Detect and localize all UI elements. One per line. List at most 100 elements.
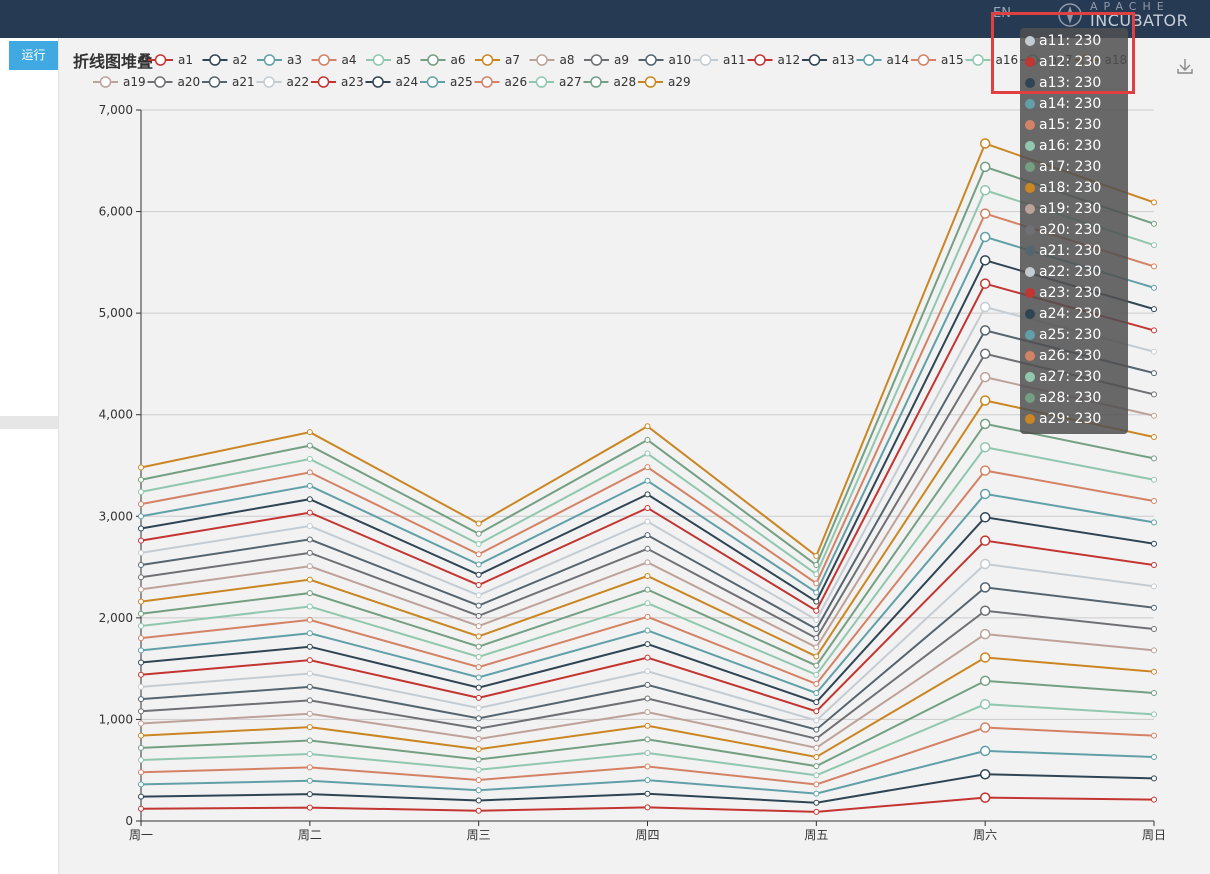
data-point[interactable] [476, 572, 481, 577]
data-point[interactable] [645, 682, 650, 687]
data-point[interactable] [645, 451, 650, 456]
legend-item-a7[interactable]: a7 [475, 53, 520, 67]
data-point[interactable] [307, 537, 312, 542]
data-point[interactable] [1152, 712, 1157, 717]
data-point[interactable] [476, 613, 481, 618]
data-point[interactable] [814, 627, 819, 632]
data-point[interactable] [814, 718, 819, 723]
data-point[interactable] [307, 430, 312, 435]
data-point[interactable] [476, 685, 481, 690]
data-point[interactable] [981, 793, 990, 802]
data-point[interactable] [139, 660, 144, 665]
data-point[interactable] [139, 770, 144, 775]
data-point[interactable] [307, 684, 312, 689]
data-point[interactable] [814, 691, 819, 696]
data-point[interactable] [307, 792, 312, 797]
data-point[interactable] [1152, 413, 1157, 418]
data-point[interactable] [814, 572, 819, 577]
data-point[interactable] [981, 676, 990, 685]
data-point[interactable] [1152, 648, 1157, 653]
data-point[interactable] [981, 419, 990, 428]
data-point[interactable] [645, 805, 650, 810]
data-point[interactable] [139, 563, 144, 568]
data-point[interactable] [139, 672, 144, 677]
data-point[interactable] [139, 758, 144, 763]
data-point[interactable] [814, 617, 819, 622]
data-point[interactable] [476, 736, 481, 741]
data-point[interactable] [981, 162, 990, 171]
legend-item-a12[interactable]: a12 [748, 53, 801, 67]
data-point[interactable] [139, 733, 144, 738]
data-point[interactable] [139, 623, 144, 628]
data-point[interactable] [476, 675, 481, 680]
data-point[interactable] [981, 209, 990, 218]
data-point[interactable] [1152, 605, 1157, 610]
data-point[interactable] [1152, 371, 1157, 376]
data-point[interactable] [1152, 221, 1157, 226]
legend-item-a28[interactable]: a28 [584, 75, 637, 89]
data-point[interactable] [307, 443, 312, 448]
data-point[interactable] [476, 552, 481, 557]
data-point[interactable] [814, 654, 819, 659]
data-point[interactable] [476, 757, 481, 762]
data-point[interactable] [139, 684, 144, 689]
data-point[interactable] [981, 139, 990, 148]
data-point[interactable] [814, 581, 819, 586]
data-point[interactable] [139, 599, 144, 604]
data-point[interactable] [307, 524, 312, 529]
legend-item-a25[interactable]: a25 [420, 75, 473, 89]
data-point[interactable] [307, 778, 312, 783]
data-point[interactable] [645, 723, 650, 728]
data-point[interactable] [1152, 435, 1157, 440]
data-point[interactable] [645, 614, 650, 619]
data-point[interactable] [139, 636, 144, 641]
legend-item-a3[interactable]: a3 [257, 53, 302, 67]
data-point[interactable] [307, 658, 312, 663]
legend-item-a22[interactable]: a22 [257, 75, 310, 89]
data-point[interactable] [307, 631, 312, 636]
data-point[interactable] [476, 654, 481, 659]
data-point[interactable] [1152, 733, 1157, 738]
data-point[interactable] [139, 477, 144, 482]
data-point[interactable] [645, 505, 650, 510]
data-point[interactable] [476, 634, 481, 639]
data-point[interactable] [307, 671, 312, 676]
data-point[interactable] [814, 791, 819, 796]
data-point[interactable] [476, 798, 481, 803]
data-point[interactable] [645, 696, 650, 701]
data-point[interactable] [981, 536, 990, 545]
data-point[interactable] [1152, 776, 1157, 781]
data-point[interactable] [814, 736, 819, 741]
legend-item-a10[interactable]: a10 [639, 53, 692, 67]
data-point[interactable] [139, 782, 144, 787]
data-point[interactable] [981, 723, 990, 732]
data-point[interactable] [307, 550, 312, 555]
data-point[interactable] [476, 583, 481, 588]
data-point[interactable] [814, 745, 819, 750]
legend-item-a26[interactable]: a26 [475, 75, 528, 89]
legend-item-a23[interactable]: a23 [311, 75, 364, 89]
data-point[interactable] [1152, 797, 1157, 802]
data-point[interactable] [645, 710, 650, 715]
data-point[interactable] [1152, 200, 1157, 205]
data-point[interactable] [1152, 307, 1157, 312]
data-point[interactable] [981, 700, 990, 709]
data-point[interactable] [981, 489, 990, 498]
data-point[interactable] [1152, 349, 1157, 354]
data-point[interactable] [307, 805, 312, 810]
data-point[interactable] [307, 725, 312, 730]
data-point[interactable] [307, 738, 312, 743]
data-point[interactable] [814, 672, 819, 677]
data-point[interactable] [307, 604, 312, 609]
data-point[interactable] [139, 721, 144, 726]
data-point[interactable] [139, 806, 144, 811]
data-point[interactable] [307, 617, 312, 622]
legend-item-a27[interactable]: a27 [529, 75, 582, 89]
data-point[interactable] [476, 665, 481, 670]
data-point[interactable] [1152, 328, 1157, 333]
data-point[interactable] [307, 470, 312, 475]
data-point[interactable] [307, 456, 312, 461]
data-point[interactable] [814, 700, 819, 705]
data-point[interactable] [1152, 477, 1157, 482]
data-point[interactable] [814, 782, 819, 787]
